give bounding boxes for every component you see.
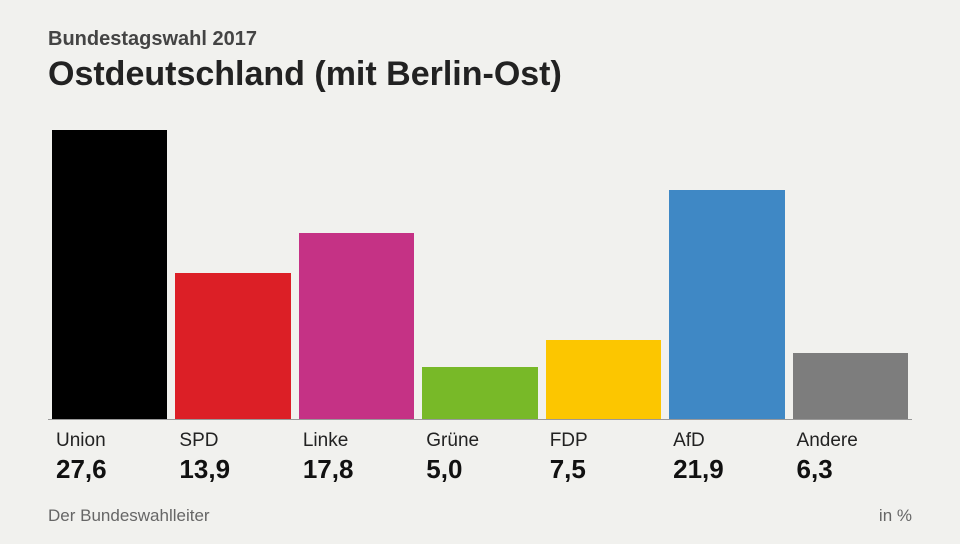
bar-group (422, 130, 537, 419)
bar-group (52, 130, 167, 419)
bar-linke (299, 233, 414, 419)
bar-group (669, 130, 784, 419)
chart-subtitle: Bundestagswahl 2017 (48, 28, 912, 51)
bar-grüne (422, 367, 537, 419)
bar-group (546, 130, 661, 419)
footer-source: Der Bundeswahlleiter (48, 506, 210, 526)
chart-footer: Der Bundeswahlleiter in % (48, 506, 912, 526)
party-name: SPD (179, 430, 290, 452)
bar-afd (669, 190, 784, 419)
party-value: 7,5 (550, 454, 661, 485)
party-name: FDP (550, 430, 661, 452)
party-name: AfD (673, 430, 784, 452)
bar-spd (175, 273, 290, 419)
label-group: AfD21,9 (669, 430, 784, 485)
label-group: SPD13,9 (175, 430, 290, 485)
bar-fdp (546, 340, 661, 419)
bar-union (52, 130, 167, 419)
labels-row: Union27,6SPD13,9Linke17,8Grüne5,0FDP7,5A… (48, 430, 912, 485)
bar-group (793, 130, 908, 419)
bar-group (175, 130, 290, 419)
party-name: Andere (797, 430, 908, 452)
label-group: Andere6,3 (793, 430, 908, 485)
bar-andere (793, 353, 908, 419)
bar-group (299, 130, 414, 419)
party-name: Grüne (426, 430, 537, 452)
party-name: Union (56, 430, 167, 452)
footer-unit: in % (879, 506, 912, 526)
label-group: Linke17,8 (299, 430, 414, 485)
label-group: Union27,6 (52, 430, 167, 485)
label-group: Grüne5,0 (422, 430, 537, 485)
party-name: Linke (303, 430, 414, 452)
party-value: 27,6 (56, 454, 167, 485)
party-value: 6,3 (797, 454, 908, 485)
chart-area (48, 130, 912, 420)
party-value: 17,8 (303, 454, 414, 485)
party-value: 5,0 (426, 454, 537, 485)
chart-title: Ostdeutschland (mit Berlin-Ost) (48, 55, 912, 94)
party-value: 21,9 (673, 454, 784, 485)
label-group: FDP7,5 (546, 430, 661, 485)
party-value: 13,9 (179, 454, 290, 485)
